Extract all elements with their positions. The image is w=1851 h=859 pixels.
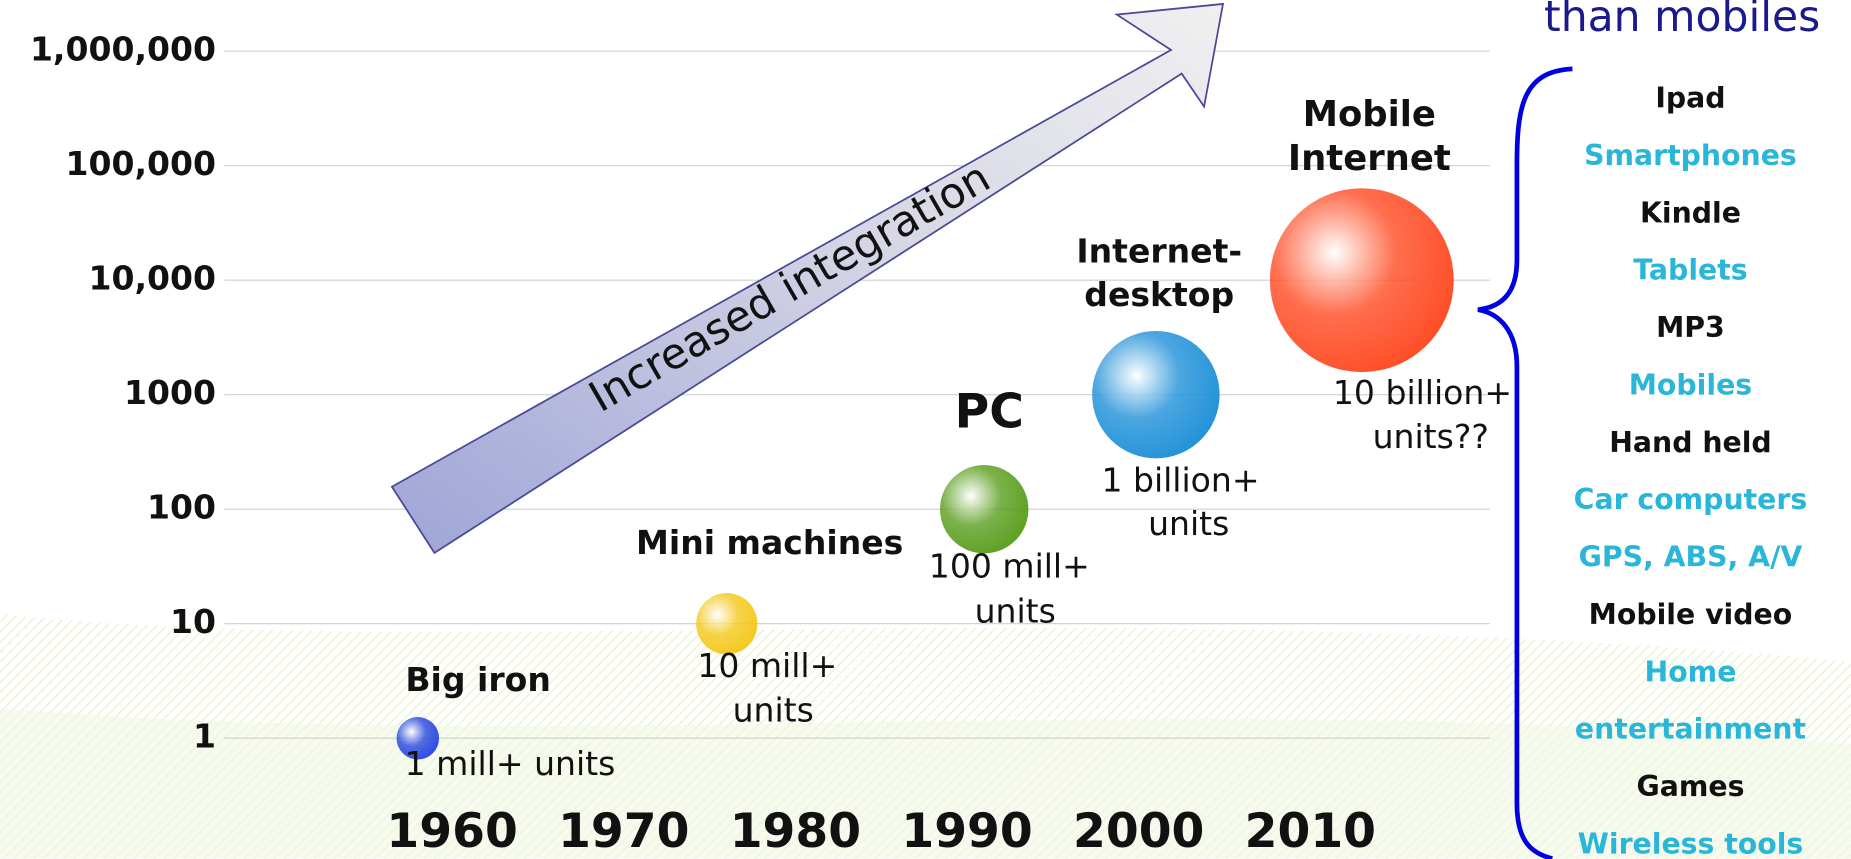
side-item: Car computers: [1574, 483, 1808, 516]
bubble-name: Mobile: [1303, 94, 1436, 135]
units-label: units: [975, 592, 1056, 631]
x-tick-label: 2010: [1245, 804, 1376, 859]
bubble-name: desktop: [1084, 275, 1234, 314]
y-tick-label: 1000: [124, 373, 216, 412]
y-tick-label: 100: [147, 488, 216, 527]
arrow-label: Increased integration: [581, 153, 998, 422]
bubble: [1092, 330, 1220, 459]
units-label: units??: [1373, 417, 1489, 456]
units-label: units: [1148, 504, 1229, 543]
side-item: MP3: [1656, 311, 1725, 344]
bubble: [696, 593, 758, 655]
bubble-name: Internet: [1288, 138, 1451, 179]
units-label: 10 billion+: [1333, 373, 1512, 412]
x-tick-label: 1970: [558, 804, 689, 859]
side-item: Games: [1636, 770, 1744, 803]
bubble: [396, 716, 440, 760]
bubble-name: Mini machines: [636, 523, 903, 562]
bubble-name: Internet-: [1076, 232, 1242, 271]
side-list: than mobiles Ipad Smartphones Kindle Tablets…: [1477, 0, 1820, 859]
units-label: 1 billion+: [1101, 461, 1259, 500]
units-label: 10 mill+: [697, 646, 837, 685]
bubble: [1269, 188, 1454, 373]
side-item: Hand held: [1609, 426, 1771, 459]
x-tick-label: 1990: [901, 804, 1032, 859]
y-tick-label: 100,000: [65, 144, 216, 183]
units-label: 100 mill+: [929, 547, 1090, 586]
y-tick-label: 10,000: [88, 259, 216, 298]
plot: Big iron 1 mill+ units Mini machines 10 mil…: [396, 94, 1512, 783]
side-item: Home: [1645, 655, 1737, 688]
bubble-name: Big iron: [405, 660, 551, 699]
side-item: Mobiles: [1629, 368, 1752, 401]
side-item: Smartphones: [1584, 139, 1797, 172]
side-item: GPS, ABS, A/V: [1579, 541, 1803, 574]
units-label: 1 mill+ units: [405, 744, 616, 783]
background-waves: [0, 614, 1851, 859]
side-item: Wireless tools: [1578, 827, 1804, 859]
brace: [1477, 66, 1573, 859]
bubble: [940, 464, 1029, 554]
side-heading: than mobiles: [1544, 0, 1820, 42]
units-label: units: [733, 691, 814, 730]
bubble-name: PC: [955, 385, 1024, 440]
x-tick-label: 1980: [730, 804, 861, 859]
side-item: Kindle: [1640, 196, 1741, 229]
y-tick-label: 1,000,000: [30, 30, 216, 69]
x-tick-label: 1960: [386, 804, 517, 859]
x-tick-label: 2000: [1073, 804, 1204, 859]
y-tick-label: 1: [193, 717, 216, 756]
y-tick-label: 10: [170, 602, 216, 641]
side-item: Ipad: [1655, 82, 1725, 115]
side-item: Mobile video: [1589, 598, 1793, 631]
side-item: entertainment: [1575, 713, 1806, 746]
side-item: Tablets: [1633, 254, 1747, 287]
